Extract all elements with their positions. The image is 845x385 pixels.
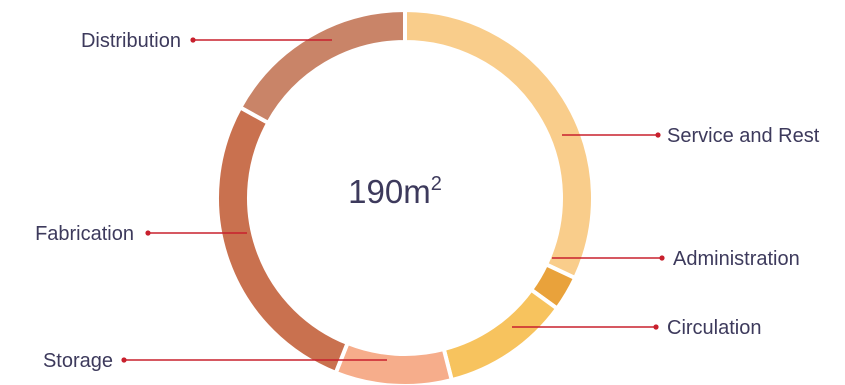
slice-fabrication	[215, 105, 350, 375]
label-service-and-rest: Service and Rest	[667, 125, 820, 147]
leader-dot-distribution	[190, 37, 196, 43]
leader-dot-administration	[659, 255, 665, 261]
slice-service-and-rest	[403, 8, 595, 281]
leader-dot-service-and-rest	[655, 132, 661, 138]
center-total-label: 190m2	[348, 173, 442, 210]
label-storage: Storage	[43, 350, 113, 372]
slice-circulation	[441, 287, 560, 383]
center-total-value: 190m	[348, 173, 431, 210]
slice-labels: Service and Rest Administration Circulatio…	[35, 30, 820, 372]
leader-dot-storage	[121, 357, 127, 363]
label-administration: Administration	[673, 248, 800, 270]
slice-storage	[333, 341, 454, 385]
label-circulation: Circulation	[667, 317, 761, 339]
slice-distribution	[238, 8, 407, 125]
center-total-unit: 2	[431, 173, 442, 195]
leader-dot-circulation	[653, 324, 659, 330]
donut-slices	[215, 8, 595, 385]
label-distribution: Distribution	[81, 30, 181, 52]
leader-lines	[121, 37, 665, 363]
leader-dot-fabrication	[145, 230, 151, 236]
label-fabrication: Fabrication	[35, 223, 134, 245]
